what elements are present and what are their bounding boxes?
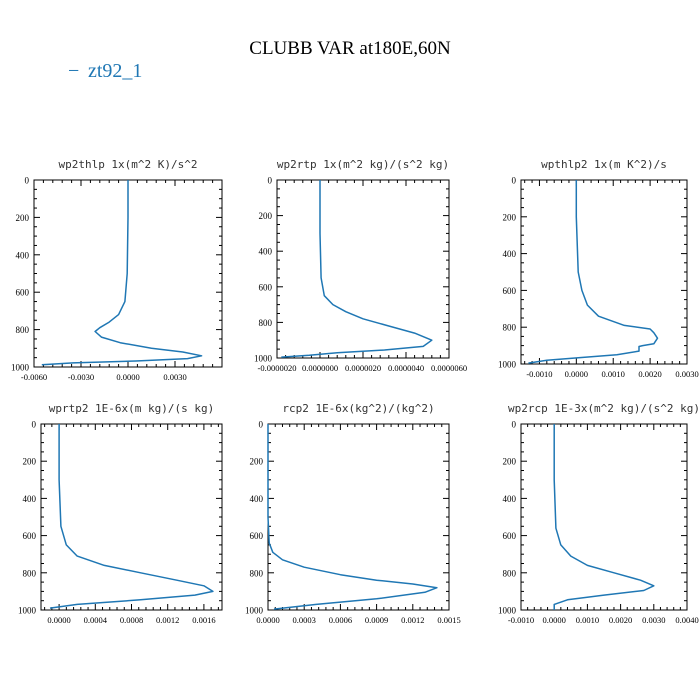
y-tick-label: 0 (512, 420, 517, 430)
subplot-title: rcp2 1E-6x(kg^2)/(kg^2) (282, 402, 434, 415)
y-tick-label: 0 (268, 176, 273, 186)
y-tick-label: 400 (503, 494, 517, 504)
x-tick-label: -0.0010 (526, 369, 552, 379)
y-tick-label: 400 (503, 249, 517, 259)
x-tick-label: 0.0003 (293, 615, 316, 625)
y-tick-label: 200 (503, 212, 517, 222)
plot-frame (520, 179, 688, 365)
x-tick-label: 0.0000 (565, 369, 588, 379)
x-tick-label: 0.0016 (192, 615, 215, 625)
plot-frame (267, 423, 450, 611)
plot-frame (276, 179, 450, 359)
x-tick-label: 0.0012 (401, 615, 424, 625)
series-line-zt92_1 (41, 180, 203, 366)
subplot-5: rcp2 1E-6x(kg^2)/(kg^2) 0 200 400 600 800 1000… (245, 402, 461, 625)
x-tick-label: 0.0000000 (302, 363, 338, 373)
y-tick-label: 600 (23, 531, 37, 541)
y-tick-label: 1000 (18, 606, 37, 616)
x-tick-label: -0.0030 (68, 372, 94, 382)
y-tick-label: 400 (23, 494, 37, 504)
y-tick-label: 600 (16, 288, 30, 298)
y-tick-label: 1000 (254, 354, 273, 364)
y-tick-label: 200 (503, 457, 517, 467)
y-tick-label: 600 (250, 531, 264, 541)
y-tick-label: 0 (25, 176, 30, 186)
y-tick-label: 1000 (498, 606, 517, 616)
subplot-title: wp2rcp 1E-3x(m^2 kg)/(s^2 kg) (508, 402, 700, 415)
plot-frame (520, 423, 688, 611)
subplot-title: wprtp2 1E-6x(m kg)/(s kg) (49, 402, 215, 415)
x-tick-label: 0.0010 (602, 369, 625, 379)
x-tick-label: 0.0000 (543, 615, 566, 625)
x-tick-label: 0.0020 (609, 615, 632, 625)
y-tick-label: 800 (250, 568, 264, 578)
x-tick-label: 0.0000 (47, 615, 70, 625)
y-tick-label: 400 (259, 247, 273, 257)
y-tick-label: 800 (503, 568, 517, 578)
series-line-zt92_1 (281, 180, 433, 358)
x-tick-label: -0.0010 (508, 615, 534, 625)
y-tick-label: 1000 (245, 606, 264, 616)
subplot-6: wp2rcp 1E-3x(m^2 kg)/(s^2 kg) 0 200 400 600 8… (498, 402, 700, 625)
y-tick-label: 200 (16, 213, 30, 223)
y-tick-label: 0 (512, 176, 517, 186)
y-tick-label: 800 (503, 323, 517, 333)
y-tick-label: 600 (503, 286, 517, 296)
x-tick-label: 0.0000040 (388, 363, 424, 373)
x-tick-label: 0.0000 (116, 372, 139, 382)
x-tick-label: 0.0012 (156, 615, 179, 625)
y-tick-label: 800 (23, 568, 37, 578)
x-tick-label: 0.0015 (437, 615, 460, 625)
y-tick-label: 600 (259, 282, 273, 292)
y-tick-label: 0 (32, 420, 37, 430)
legend: − zt92_1 (68, 60, 142, 82)
y-tick-label: 200 (23, 457, 37, 467)
x-tick-label: -0.0000020 (258, 363, 297, 373)
series-line-zt92_1 (267, 424, 438, 610)
x-tick-label: 0.0030 (675, 369, 698, 379)
x-tick-label: 0.0030 (163, 372, 186, 382)
x-tick-label: 0.0006 (329, 615, 352, 625)
x-tick-label: 0.0030 (642, 615, 665, 625)
y-tick-label: 1000 (11, 363, 30, 373)
legend-marker: − (68, 60, 79, 82)
plot-frame (40, 423, 223, 611)
x-tick-label: 0.0009 (365, 615, 388, 625)
series-line-zt92_1 (553, 424, 655, 610)
subplot-title: wp2thlp 1x(m^2 K)/s^2 (58, 158, 197, 171)
y-tick-label: 800 (16, 325, 30, 335)
y-tick-label: 600 (503, 531, 517, 541)
x-tick-label: 0.0000020 (345, 363, 381, 373)
x-tick-label: 0.0010 (576, 615, 599, 625)
figure-title: CLUBB VAR at180E,60N (249, 38, 451, 59)
series-line-zt92_1 (49, 424, 214, 609)
series-line-zt92_1 (528, 180, 659, 364)
subplot-3: wpthlp2 1x(m K^2)/s 0 200 400 600 800 1000 -0.0… (498, 158, 699, 379)
y-tick-label: 200 (259, 211, 273, 221)
y-tick-label: 1000 (498, 360, 517, 370)
y-tick-label: 200 (250, 457, 264, 467)
y-tick-label: 400 (16, 250, 30, 260)
subplot-title: wp2rtp 1x(m^2 kg)/(s^2 kg) (277, 158, 449, 171)
x-tick-label: 0.0000 (256, 615, 279, 625)
subplots-grid: wp2thlp 1x(m^2 K)/s^202004006008001000-0… (11, 158, 700, 625)
y-tick-label: 0 (259, 420, 264, 430)
y-tick-label: 400 (250, 494, 264, 504)
y-tick-label: 800 (259, 318, 273, 328)
x-tick-label: 0.0040 (675, 615, 698, 625)
subplot-1: wp2thlp 1x(m^2 K)/s^202004006008001000-0… (11, 158, 223, 382)
subplot-title: wpthlp2 1x(m K^2)/s (541, 158, 667, 171)
subplot-4: wprtp2 1E-6x(m kg)/(s kg) 0 200 400 600 800 10… (18, 402, 223, 625)
legend-label: zt92_1 (88, 60, 142, 82)
x-tick-label: 0.0020 (638, 369, 661, 379)
x-tick-label: -0.0060 (21, 372, 47, 382)
subplot-2: wp2rtp 1x(m^2 kg)/(s^2 kg) 0 200 400 600 800 1… (254, 158, 467, 373)
x-tick-label: 0.0008 (120, 615, 143, 625)
x-tick-label: 0.0000060 (431, 363, 467, 373)
x-tick-label: 0.0004 (84, 615, 108, 625)
